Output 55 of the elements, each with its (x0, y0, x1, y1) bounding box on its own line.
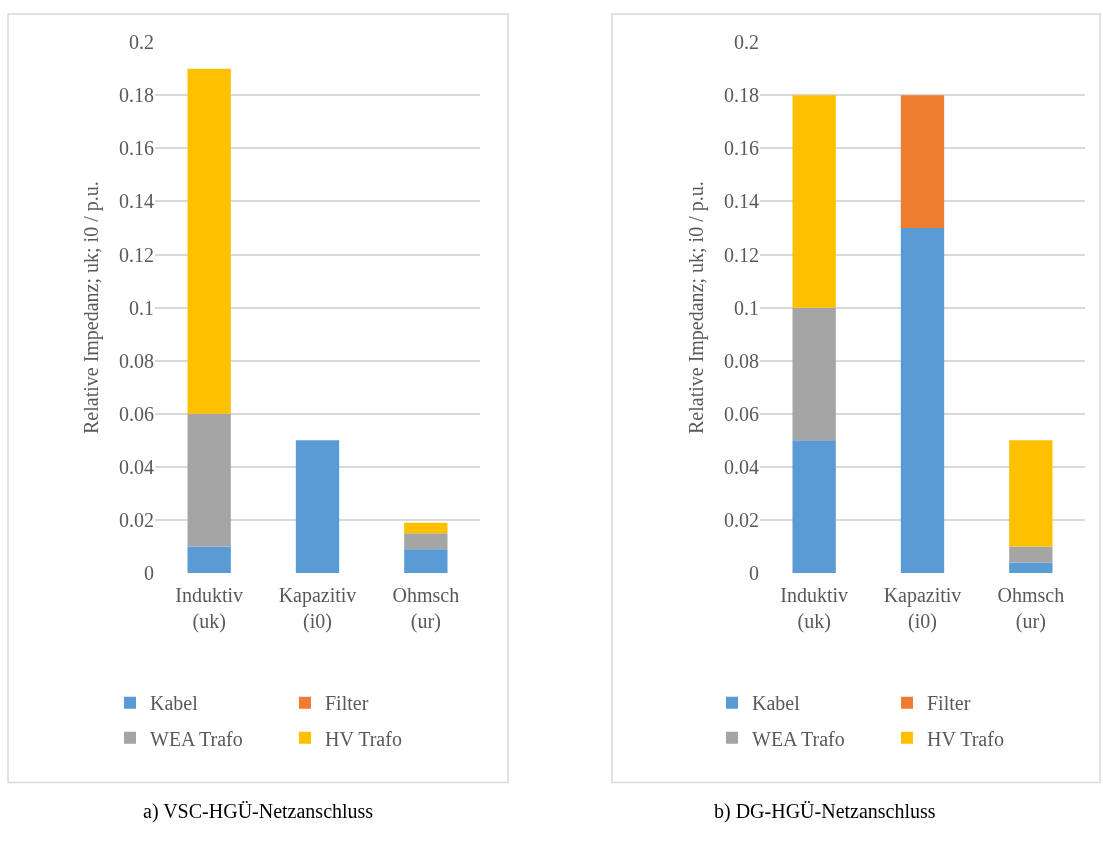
x-tick-label: Induktiv (uk) (175, 584, 244, 634)
bar (404, 533, 448, 550)
y-tick-label: 0.16 (119, 137, 154, 160)
y-tick-label: 0.18 (119, 84, 154, 107)
bar (792, 440, 836, 574)
bar (900, 95, 945, 228)
x-tick-label: Kapazitiv (i0) (883, 584, 962, 634)
bar (1009, 562, 1053, 574)
y-tick-label: 0.18 (724, 84, 759, 107)
y-tick-label: 0.04 (724, 455, 759, 478)
bar (295, 440, 340, 574)
legend-label: Kabel (150, 692, 199, 715)
y-tick-label: 0.12 (119, 243, 154, 266)
y-tick-label: 0.14 (724, 190, 759, 213)
bar (1009, 546, 1053, 563)
legend-label: WEA Trafo (752, 727, 845, 750)
y-tick-label: 0.06 (119, 402, 154, 425)
y-tick-label: 0.08 (724, 349, 759, 372)
legend-label: Filter (325, 692, 369, 715)
bar (187, 413, 231, 547)
y-tick-label: 0.08 (119, 349, 154, 372)
y-tick-label: 0.02 (119, 509, 154, 531)
bar (1009, 440, 1053, 547)
bar (792, 95, 836, 308)
y-tick-label: 0 (749, 562, 759, 585)
bar (900, 227, 945, 574)
text: a) VSC-HGÜ-Netzanschluss (143, 800, 374, 823)
y-tick-label: 0.04 (119, 455, 154, 478)
x-tick-label: Ohmsch (ur) (392, 584, 460, 634)
y-tick-label: 0.16 (724, 137, 759, 160)
y-tick-label: 0.2 (129, 31, 154, 54)
x-tick-label: Kapazitiv (i0) (278, 584, 357, 634)
y-axis-title: Relative Impedanz; uk; i0 / p.u. (685, 181, 709, 434)
y-tick-label: 0.06 (724, 402, 759, 425)
bar (404, 522, 448, 534)
y-tick-label: 0.02 (724, 509, 759, 531)
bar (187, 546, 231, 574)
legend-label: HV Trafo (325, 727, 402, 750)
text: b) DG-HGÜ-Netzanschluss (714, 800, 936, 823)
y-axis-title: Relative Impedanz; uk; i0 / p.u. (80, 181, 104, 434)
y-tick-label: 0.14 (119, 190, 154, 213)
y-tick-label: 0.2 (734, 31, 759, 54)
x-tick-label: Induktiv (uk) (780, 584, 849, 634)
y-tick-label: 0.1 (734, 296, 759, 319)
legend-label: Kabel (752, 692, 801, 715)
y-tick-label: 0.12 (724, 243, 759, 266)
legend-label: WEA Trafo (150, 727, 243, 750)
x-tick-label: Ohmsch (ur) (997, 584, 1065, 634)
y-tick-label: 0 (144, 562, 154, 585)
legend-label: HV Trafo (927, 727, 1004, 750)
bar (187, 68, 231, 414)
bar (404, 549, 448, 574)
legend-label: Filter (927, 692, 971, 715)
bar (792, 307, 836, 441)
y-tick-label: 0.1 (129, 296, 154, 319)
